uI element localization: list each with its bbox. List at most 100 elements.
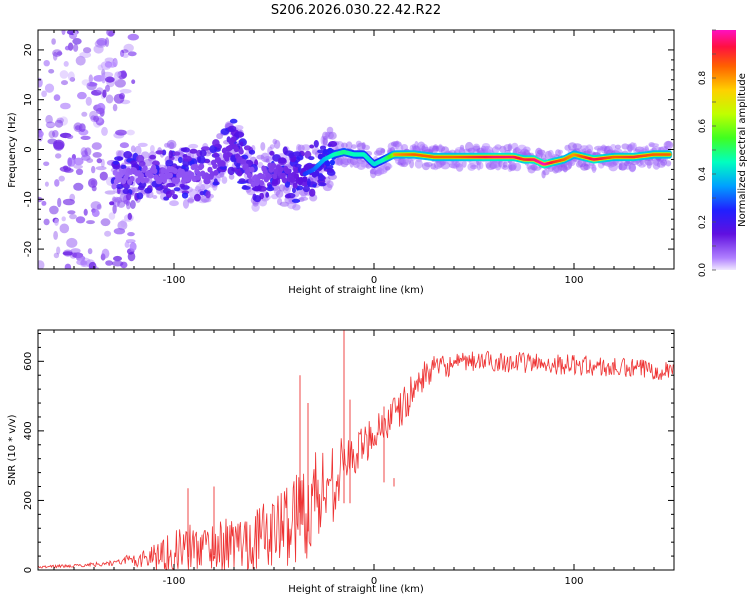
spectral-blob [284, 193, 291, 199]
spectral-blob [266, 186, 275, 192]
ridge-outer [322, 148, 328, 155]
spectral-halo [409, 159, 414, 169]
spectral-speck [127, 251, 136, 262]
snr-panel: -100 0 100 0 200 400 600 Height of straight l… [7, 329, 675, 595]
spectral-speck [99, 171, 108, 181]
spectral-halo [615, 144, 621, 150]
ridge-outer [189, 171, 195, 178]
spectral-blob [179, 183, 186, 188]
figure-title: S206.2026.030.22.42.R22 [271, 3, 441, 18]
spectral-speck [59, 116, 68, 126]
spectral-speck [56, 246, 61, 255]
spectral-speck [127, 232, 135, 237]
spectral-speck [81, 111, 88, 117]
y-tick-label: -20 [23, 241, 34, 257]
spectral-speck [81, 150, 89, 158]
spectral-speck [67, 157, 73, 167]
y-tick-label: -10 [23, 191, 34, 207]
spectral-blob [282, 146, 288, 155]
spectral-speck [53, 230, 58, 240]
spectral-blob [278, 157, 287, 164]
x-tick-label: -100 [163, 576, 186, 587]
spectral-speck [95, 166, 107, 171]
spectral-speck [101, 248, 110, 259]
spectral-halo [649, 143, 659, 148]
spectral-halo [328, 131, 337, 140]
spectral-speck [114, 72, 119, 82]
ridge-outer [129, 175, 135, 182]
spectral-speck [85, 96, 92, 106]
spectral-blob [138, 160, 146, 167]
spectral-speck [73, 43, 79, 52]
spectral-halo [557, 149, 564, 155]
ridge-outer [266, 173, 272, 180]
spectral-blob [181, 192, 189, 199]
spectral-speck [131, 79, 136, 84]
spectrogram-x-ticks: -100 0 100 [53, 30, 675, 286]
spectral-halo [221, 176, 228, 184]
spectral-speck [89, 110, 98, 121]
spectral-speck [66, 237, 78, 248]
spectral-blob [189, 159, 195, 166]
ridge-outer [212, 163, 218, 169]
spectral-speck [57, 197, 62, 208]
spectral-speck [48, 130, 56, 139]
spectral-halo [234, 125, 244, 131]
spectral-blob [302, 185, 310, 193]
spectral-halo [470, 164, 478, 170]
spectral-halo [502, 165, 509, 170]
spectral-speck [43, 161, 50, 167]
colorbar-tick-label: 0.0 [698, 263, 708, 278]
y-tick-label: 20 [23, 44, 34, 57]
ridge-outer [259, 180, 265, 186]
spectral-halo [385, 166, 391, 171]
snr-series-line [38, 350, 674, 570]
spectral-blob [236, 170, 243, 177]
spectral-speck [113, 228, 126, 235]
ridge-outer [249, 166, 255, 173]
spectral-speck [69, 77, 76, 82]
spectral-speck [86, 220, 95, 225]
ridge-outer [271, 162, 277, 169]
spectral-halo [269, 144, 275, 150]
ridge-outer [278, 166, 284, 173]
spectral-speck [96, 87, 104, 93]
colorbar: 0.0 0.2 0.4 0.6 0.8 Normalized spectral ampl… [698, 29, 748, 278]
ridge-outer [302, 176, 308, 183]
spectral-blob [312, 184, 317, 188]
spectral-blob [292, 187, 296, 194]
spectral-speck [61, 80, 68, 86]
spectral-speck [119, 142, 129, 149]
spectral-blob [197, 155, 206, 165]
spectral-halo [150, 145, 155, 153]
spectral-halo [187, 198, 195, 203]
spectral-speck [124, 241, 130, 248]
spectral-speck [54, 119, 64, 128]
spectral-blob [243, 145, 252, 151]
colorbar-tick-label: 0.8 [698, 71, 708, 86]
spectrogram-y-ticks: -20 -10 0 10 20 [23, 44, 674, 257]
y-tick-label: 0 [23, 146, 34, 152]
spectral-halo [479, 162, 484, 170]
spectral-speck [117, 220, 128, 231]
spectral-blob [326, 168, 335, 173]
spectral-speck [120, 70, 127, 79]
ridge-outer [247, 172, 253, 179]
ridge-outer [325, 160, 331, 167]
spectral-speck [77, 91, 87, 100]
spectral-speck [91, 209, 100, 218]
colorbar-tick-label: 0.4 [698, 167, 708, 182]
spectral-halo [137, 142, 148, 147]
spectral-speck [75, 168, 84, 175]
spectral-blob [161, 149, 167, 156]
ridge-outer [224, 155, 230, 162]
spectral-speck [54, 218, 59, 226]
spectral-speck [111, 260, 124, 267]
spectral-blob [126, 193, 132, 201]
spectral-speck [104, 230, 112, 237]
ridge-outer [148, 172, 154, 179]
spectral-speck [105, 76, 115, 83]
spectral-blob [271, 178, 278, 187]
spectral-speck [113, 93, 125, 104]
